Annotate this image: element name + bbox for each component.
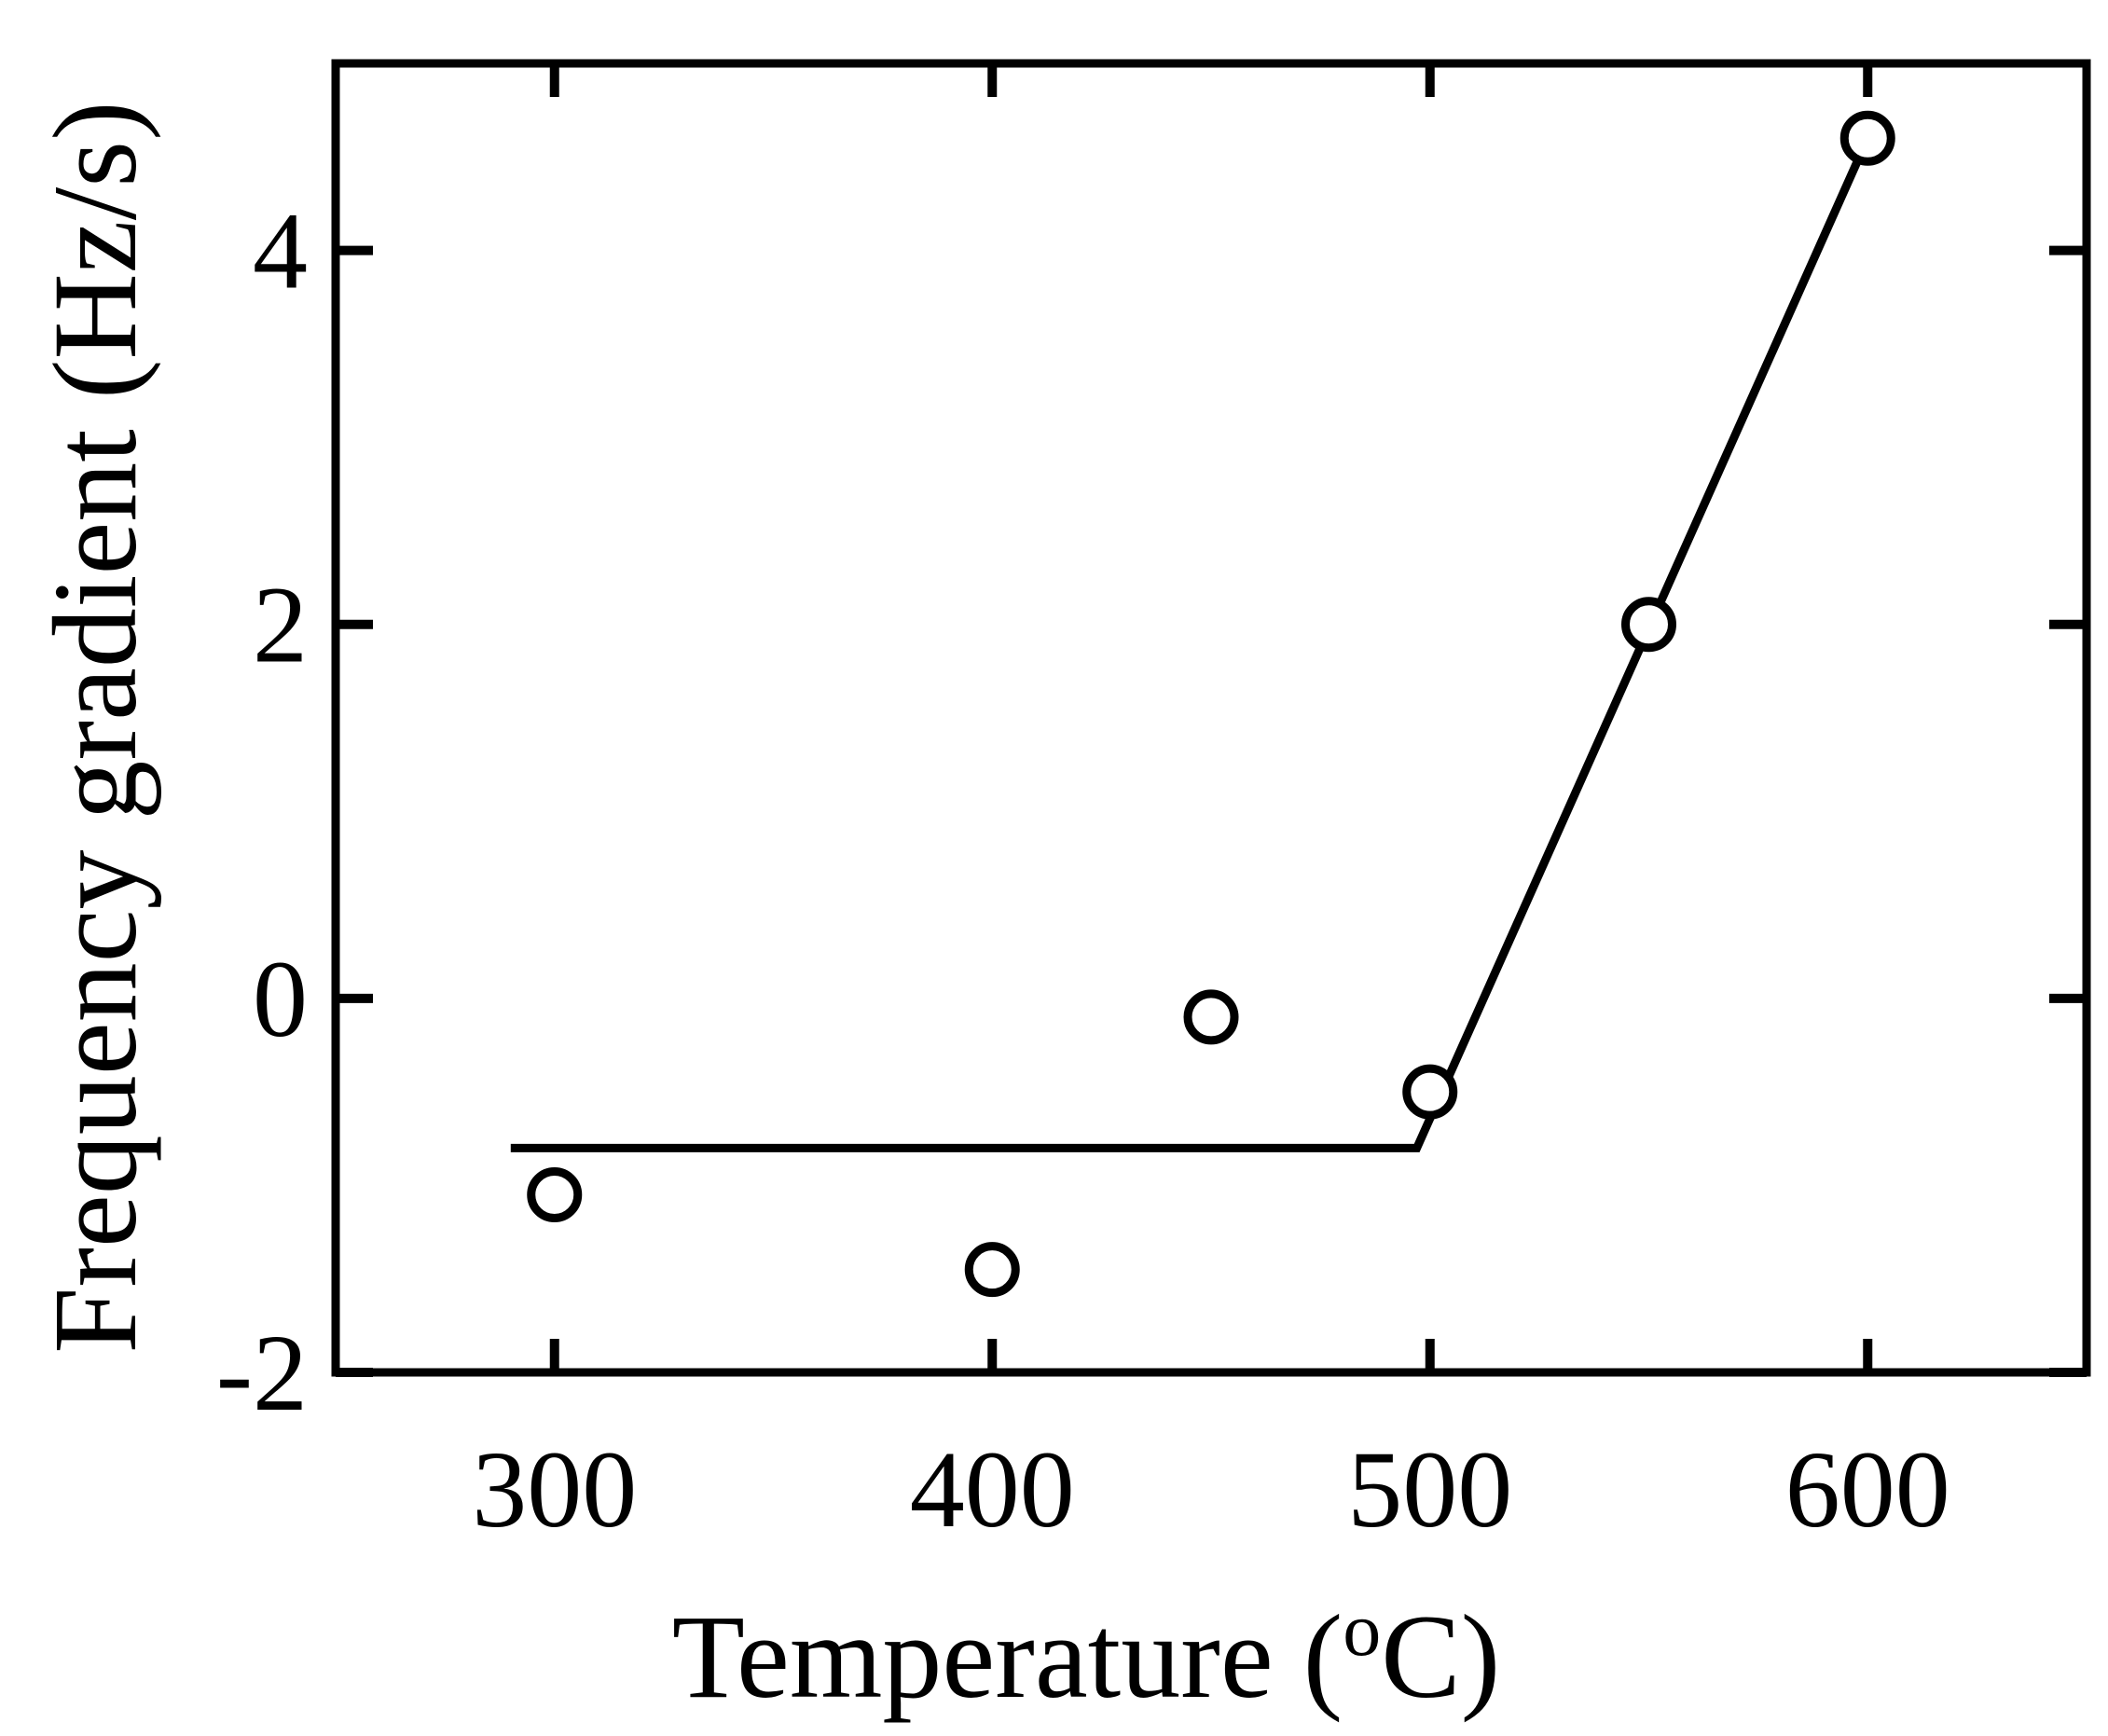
y-tick-label: 4 [253,190,308,312]
x-axis-unit: C) [1381,1591,1500,1723]
data-point [1402,1064,1458,1120]
x-axis-unit-superscript: o [1343,1587,1381,1672]
data-point [1839,110,1895,166]
x-axis-title-text: Temperature ( [672,1591,1343,1723]
tick-labels: 300 400 500 600 -2 0 2 4 [216,190,1950,1550]
x-axis-title: Temperature (oC) [672,1587,1501,1724]
plot-frame [331,59,2091,1377]
ticks [336,63,2087,1377]
data-point [1621,597,1676,653]
y-tick-label: -2 [216,1312,308,1434]
data-point [1183,989,1239,1045]
data-point [527,1166,583,1222]
series-layer [510,110,1895,1298]
x-tick-label: 400 [910,1428,1075,1550]
plot-area [331,59,2091,1377]
x-tick-label: 600 [1785,1428,1950,1550]
data-point [964,1242,1020,1298]
y-tick-label: 0 [253,938,308,1060]
x-tick-label: 500 [1347,1428,1512,1550]
x-tick-label: 300 [472,1428,637,1550]
y-axis-title: Frequency gradient (Hz/s) [29,101,161,1354]
y-tick-label: 2 [253,564,308,686]
fit-line [510,136,1872,1152]
